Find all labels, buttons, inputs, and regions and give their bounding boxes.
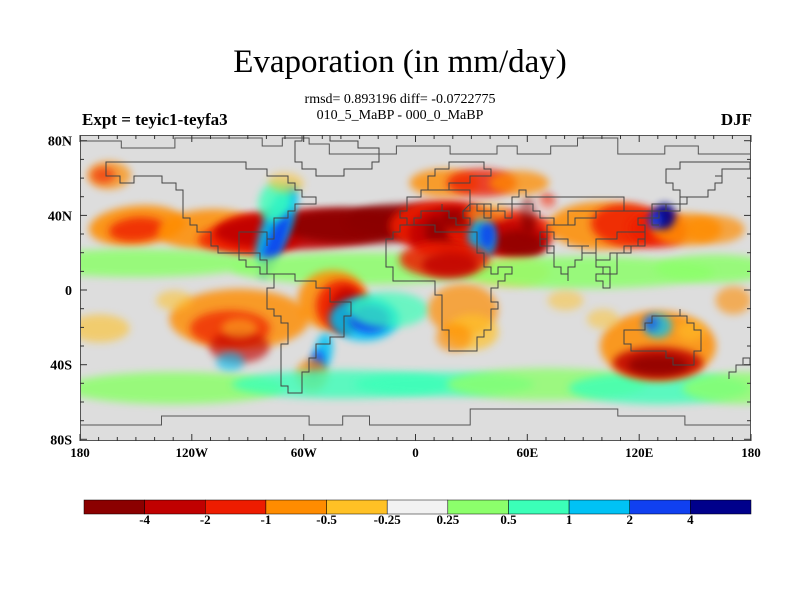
svg-text:-4: -4 xyxy=(139,512,150,527)
svg-text:0: 0 xyxy=(412,445,419,460)
svg-text:4: 4 xyxy=(687,512,694,527)
svg-text:60W: 60W xyxy=(291,445,317,460)
svg-text:80S: 80S xyxy=(50,433,72,448)
svg-text:120W: 120W xyxy=(176,445,209,460)
svg-text:-2: -2 xyxy=(200,512,211,527)
svg-text:-0.25: -0.25 xyxy=(374,512,402,527)
svg-text:80N: 80N xyxy=(48,135,72,150)
svg-text:2: 2 xyxy=(626,512,633,527)
svg-text:180: 180 xyxy=(70,445,90,460)
svg-text:-0.5: -0.5 xyxy=(316,512,337,527)
svg-text:40S: 40S xyxy=(50,359,72,374)
svg-text:1: 1 xyxy=(566,512,573,527)
svg-text:0: 0 xyxy=(65,284,72,299)
svg-text:120E: 120E xyxy=(625,445,653,460)
svg-text:0.25: 0.25 xyxy=(436,512,459,527)
svg-text:0.5: 0.5 xyxy=(500,512,517,527)
svg-text:-1: -1 xyxy=(260,512,271,527)
svg-text:180: 180 xyxy=(741,445,761,460)
svg-text:40N: 40N xyxy=(48,209,72,224)
svg-text:60E: 60E xyxy=(516,445,538,460)
